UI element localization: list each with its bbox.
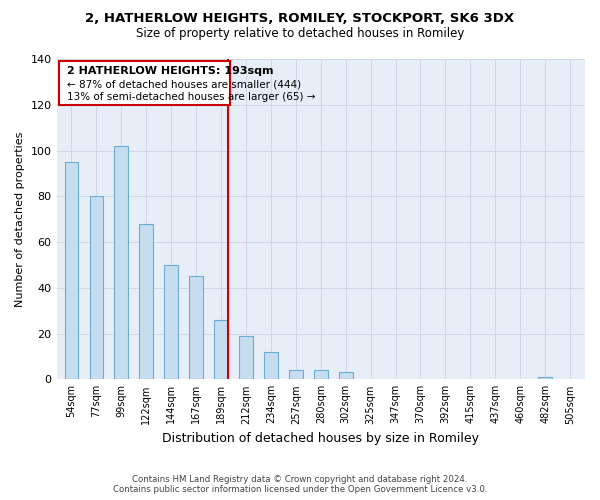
Text: 13% of semi-detached houses are larger (65) →: 13% of semi-detached houses are larger (… <box>67 92 315 102</box>
Bar <box>139 224 153 380</box>
Bar <box>289 370 302 380</box>
Bar <box>89 196 103 380</box>
Bar <box>239 336 253 380</box>
Bar <box>314 370 328 380</box>
Bar <box>214 320 228 380</box>
Text: 2, HATHERLOW HEIGHTS, ROMILEY, STOCKPORT, SK6 3DX: 2, HATHERLOW HEIGHTS, ROMILEY, STOCKPORT… <box>85 12 515 26</box>
Bar <box>65 162 79 380</box>
Text: Contains HM Land Registry data © Crown copyright and database right 2024.
Contai: Contains HM Land Registry data © Crown c… <box>113 474 487 494</box>
Bar <box>164 265 178 380</box>
Bar <box>115 146 128 380</box>
Bar <box>339 372 353 380</box>
Bar <box>264 352 278 380</box>
Text: ← 87% of detached houses are smaller (444): ← 87% of detached houses are smaller (44… <box>67 80 301 90</box>
Bar <box>189 276 203 380</box>
Text: 2 HATHERLOW HEIGHTS: 193sqm: 2 HATHERLOW HEIGHTS: 193sqm <box>67 66 273 76</box>
Bar <box>538 377 552 380</box>
X-axis label: Distribution of detached houses by size in Romiley: Distribution of detached houses by size … <box>162 432 479 445</box>
Text: Size of property relative to detached houses in Romiley: Size of property relative to detached ho… <box>136 28 464 40</box>
Y-axis label: Number of detached properties: Number of detached properties <box>15 132 25 307</box>
FancyBboxPatch shape <box>59 62 230 105</box>
